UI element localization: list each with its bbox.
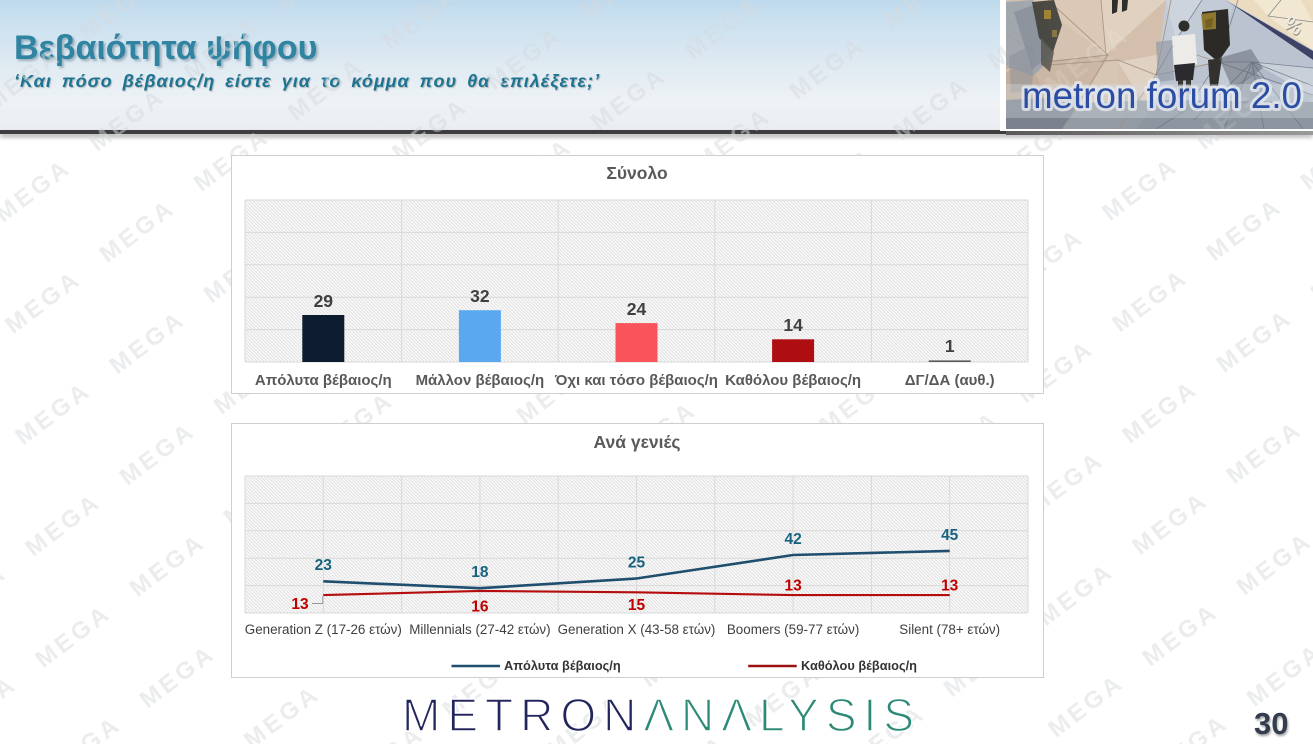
svg-text:ΔΓ/ΔΑ (αυθ.): ΔΓ/ΔΑ (αυθ.) [905, 372, 995, 389]
svg-text:metron forum 2.0: metron forum 2.0 [1022, 75, 1302, 116]
svg-text:1: 1 [945, 336, 955, 356]
svg-text:24: 24 [627, 299, 647, 319]
svg-text:16: 16 [471, 599, 489, 616]
svg-text:Όχι και τόσο βέβαιος/η: Όχι και τόσο βέβαιος/η [554, 372, 718, 389]
svg-text:23: 23 [315, 557, 333, 574]
svg-text:Σύνολο: Σύνολο [606, 163, 667, 183]
svg-text:Καθόλου βέβαιος/η: Καθόλου βέβαιος/η [725, 372, 861, 389]
svg-text:45: 45 [941, 527, 959, 544]
svg-text:Boomers (59-77 ετών): Boomers (59-77 ετών) [727, 622, 859, 637]
svg-text:13: 13 [941, 578, 959, 595]
svg-text:32: 32 [470, 286, 490, 306]
svg-text:metron forum 2.0: metron forum 2.0 [1022, 75, 1302, 116]
svg-text:Μάλλον βέβαιος/η: Μάλλον βέβαιος/η [416, 372, 545, 389]
svg-text:Καθόλου βέβαιος/η: Καθόλου βέβαιος/η [801, 658, 917, 673]
svg-text:14: 14 [783, 315, 803, 335]
svg-text:13: 13 [784, 578, 802, 595]
svg-text:42: 42 [784, 531, 801, 548]
svg-text:Silent (78+ ετών): Silent (78+ ετών) [899, 622, 1000, 637]
svg-text:Απόλυτα βέβαιος/η: Απόλυτα βέβαιος/η [504, 658, 621, 673]
svg-text:13: 13 [291, 596, 309, 613]
svg-text:Ανά γενιές: Ανά γενιές [594, 432, 681, 452]
svg-text:Generation X (43-58 ετών): Generation X (43-58 ετών) [558, 622, 716, 637]
svg-text:29: 29 [314, 291, 334, 311]
svg-text:Millennials (27-42 ετών): Millennials (27-42 ετών) [409, 622, 550, 637]
svg-text:18: 18 [471, 564, 489, 581]
svg-text:25: 25 [628, 555, 646, 572]
svg-text:15: 15 [628, 597, 646, 614]
svg-text:Generation Z (17-26 ετών): Generation Z (17-26 ετών) [245, 622, 402, 637]
svg-text:Απόλυτα βέβαιος/η: Απόλυτα βέβαιος/η [255, 372, 392, 389]
